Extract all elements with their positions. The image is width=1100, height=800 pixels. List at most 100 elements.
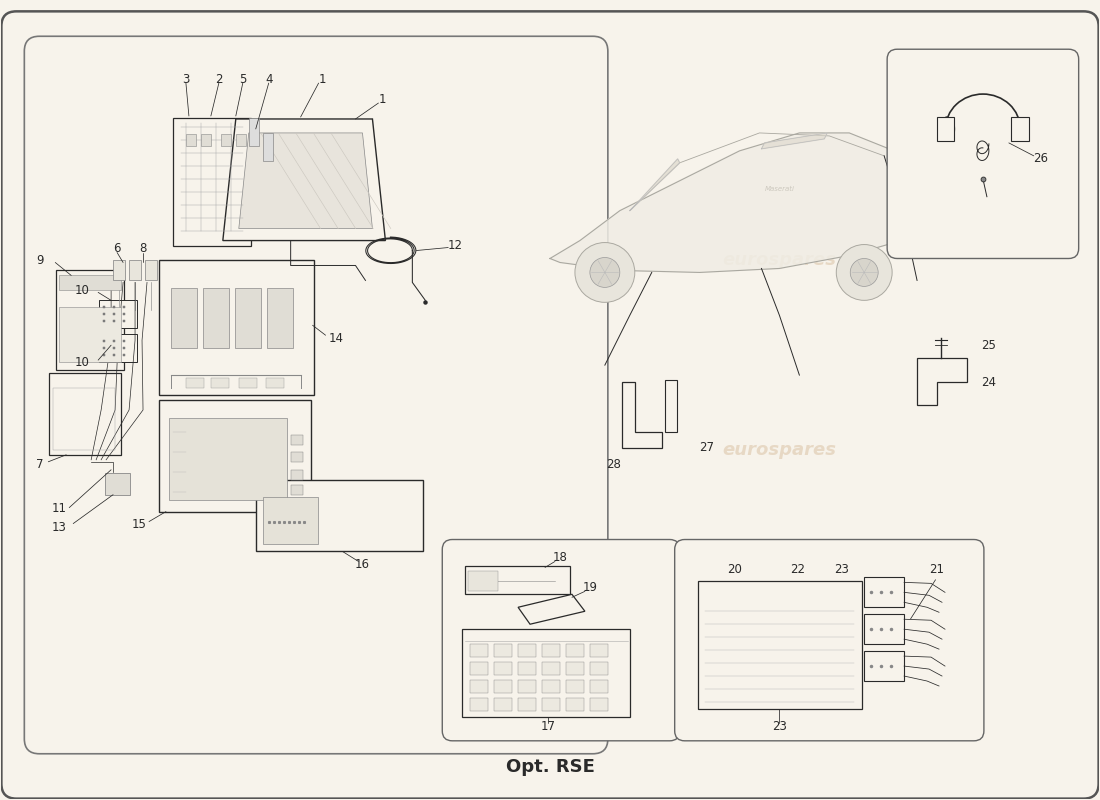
Text: eurospares: eurospares xyxy=(194,251,308,270)
Text: 1: 1 xyxy=(319,73,327,86)
Bar xyxy=(113,261,125,281)
Text: 24: 24 xyxy=(981,375,996,389)
Polygon shape xyxy=(761,133,827,149)
Text: 3: 3 xyxy=(183,73,189,86)
Bar xyxy=(201,134,211,146)
Bar xyxy=(936,117,955,141)
Bar xyxy=(566,662,584,675)
Bar xyxy=(129,261,141,281)
Bar xyxy=(465,566,570,594)
Polygon shape xyxy=(239,133,373,229)
Bar xyxy=(664,380,676,432)
Text: Opt. RSE: Opt. RSE xyxy=(506,758,594,776)
Bar xyxy=(542,644,560,657)
Text: 6: 6 xyxy=(113,242,121,255)
Bar xyxy=(518,680,536,693)
Bar xyxy=(160,400,310,512)
Bar xyxy=(494,662,513,675)
Text: 18: 18 xyxy=(552,551,568,564)
Bar xyxy=(290,485,303,494)
Bar xyxy=(542,680,560,693)
Bar xyxy=(186,134,196,146)
Bar xyxy=(469,571,498,591)
Bar xyxy=(211,378,229,388)
Circle shape xyxy=(850,258,878,286)
Bar xyxy=(59,307,121,362)
Polygon shape xyxy=(550,133,930,273)
Bar xyxy=(590,698,608,711)
Bar xyxy=(263,497,318,545)
Bar xyxy=(518,698,536,711)
Text: 14: 14 xyxy=(329,332,343,345)
Polygon shape xyxy=(223,119,385,241)
Bar xyxy=(290,470,303,480)
Bar xyxy=(590,662,608,675)
Bar xyxy=(865,614,904,644)
Bar xyxy=(470,698,488,711)
Bar xyxy=(697,582,862,709)
Text: 13: 13 xyxy=(52,521,67,534)
Text: 23: 23 xyxy=(772,720,786,734)
Text: 16: 16 xyxy=(355,558,370,571)
Text: eurospares: eurospares xyxy=(473,610,587,628)
Bar xyxy=(170,288,197,348)
Text: 26: 26 xyxy=(1033,152,1048,166)
Bar xyxy=(235,134,245,146)
Bar xyxy=(239,378,256,388)
Text: 1: 1 xyxy=(378,93,386,106)
Text: 7: 7 xyxy=(36,458,43,471)
Text: 4: 4 xyxy=(265,73,273,86)
Polygon shape xyxy=(518,594,585,624)
Text: 27: 27 xyxy=(700,442,715,454)
Text: eurospares: eurospares xyxy=(723,251,836,270)
Bar xyxy=(518,644,536,657)
Polygon shape xyxy=(630,159,680,210)
Bar xyxy=(470,644,488,657)
Bar xyxy=(470,662,488,675)
Text: 17: 17 xyxy=(540,720,556,734)
Bar xyxy=(462,630,630,717)
Bar xyxy=(542,698,560,711)
Circle shape xyxy=(590,258,619,287)
Text: 15: 15 xyxy=(132,518,146,531)
Text: Maserati: Maserati xyxy=(764,186,794,192)
Bar xyxy=(186,378,204,388)
Bar xyxy=(865,651,904,681)
Bar xyxy=(266,288,293,348)
Text: 21: 21 xyxy=(930,563,945,576)
Bar xyxy=(566,698,584,711)
Bar xyxy=(290,435,303,445)
Bar xyxy=(590,644,608,657)
Bar xyxy=(518,662,536,675)
Circle shape xyxy=(575,242,635,302)
Text: 22: 22 xyxy=(790,563,805,576)
Text: 9: 9 xyxy=(36,254,43,267)
Circle shape xyxy=(836,245,892,300)
Polygon shape xyxy=(917,358,967,405)
Text: 25: 25 xyxy=(981,338,996,352)
Bar xyxy=(494,680,513,693)
Bar xyxy=(234,288,261,348)
Text: 8: 8 xyxy=(140,242,146,255)
FancyBboxPatch shape xyxy=(24,36,608,754)
Bar xyxy=(202,288,229,348)
Polygon shape xyxy=(621,382,662,448)
Bar xyxy=(99,300,138,328)
Bar xyxy=(106,473,130,494)
Text: 20: 20 xyxy=(727,563,742,576)
Bar xyxy=(470,680,488,693)
Bar xyxy=(56,270,124,370)
Bar xyxy=(59,275,121,290)
Text: eurospares: eurospares xyxy=(194,610,308,628)
Bar xyxy=(221,134,231,146)
FancyBboxPatch shape xyxy=(887,50,1079,258)
Text: eurospares: eurospares xyxy=(473,441,587,459)
Bar xyxy=(169,418,287,500)
Bar xyxy=(566,644,584,657)
Bar xyxy=(590,680,608,693)
Text: 5: 5 xyxy=(239,73,246,86)
Text: 2: 2 xyxy=(216,73,222,86)
Bar xyxy=(50,373,121,455)
Bar xyxy=(145,261,157,281)
Bar xyxy=(173,118,251,246)
